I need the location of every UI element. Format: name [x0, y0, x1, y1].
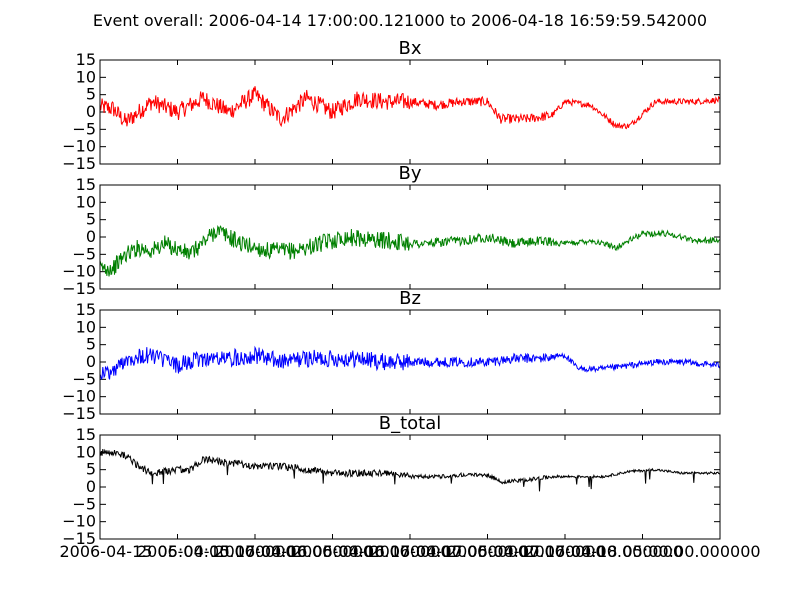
y-tick-label: 15: [76, 175, 96, 194]
y-tick-label: −5: [72, 244, 96, 263]
panel-frame: [99, 184, 721, 290]
series-line-By: [99, 225, 721, 277]
y-tick-label: −15: [62, 529, 96, 548]
series-line-B_total: [99, 448, 721, 492]
y-tick-label: −5: [72, 119, 96, 138]
y-tick-label: 5: [86, 460, 96, 479]
panel-frame: [99, 59, 721, 165]
x-tick-label: 2006-04-16 05:00:00.000000: [214, 542, 450, 561]
panel-title: B_total: [379, 413, 442, 434]
y-tick-label: −10: [62, 137, 96, 156]
figure-suptitle: Event overall: 2006-04-14 17:00:00.12100…: [93, 11, 707, 30]
panel-frame: [99, 309, 721, 415]
series-line-Bz: [99, 345, 721, 381]
x-tick-label: 2006-04-16 17:00:00.000000: [292, 542, 528, 561]
x-tick-label: 2006-04-15 17:00:00.000000: [137, 542, 373, 561]
y-tick-label: 5: [86, 335, 96, 354]
y-tick-label: 10: [76, 442, 96, 461]
y-tick-label: −15: [62, 279, 96, 298]
panel-frame: [99, 434, 721, 540]
y-tick-label: −10: [62, 262, 96, 281]
y-tick-label: 0: [86, 477, 96, 496]
y-tick-label: 5: [86, 85, 96, 104]
y-tick-label: −10: [62, 387, 96, 406]
y-tick-label: −15: [62, 154, 96, 173]
y-tick-label: 15: [76, 50, 96, 69]
series-line-Bx: [99, 86, 721, 130]
y-tick-label: 15: [76, 425, 96, 444]
y-tick-label: −5: [72, 369, 96, 388]
x-tick-label: 2006-04-17 17:00:00.000000: [447, 542, 683, 561]
y-tick-label: 0: [86, 102, 96, 121]
x-tick-label: 2006-04-15 05:00:00.000000: [59, 542, 295, 561]
x-tick-label: 2006-04-18 05:00:00.000000: [524, 542, 760, 561]
y-tick-label: 15: [76, 300, 96, 319]
y-tick-label: 10: [76, 192, 96, 211]
x-tick-label: 2006-04-17 05:00:00.000000: [369, 542, 605, 561]
y-tick-label: 10: [76, 317, 96, 336]
y-tick-label: −5: [72, 494, 96, 513]
y-tick-label: 0: [86, 227, 96, 246]
y-tick-label: −15: [62, 404, 96, 423]
y-tick-label: 5: [86, 210, 96, 229]
panel-title: Bz: [399, 288, 421, 309]
panel-title: Bx: [398, 38, 421, 59]
y-tick-label: 10: [76, 67, 96, 86]
panel-title: By: [398, 163, 421, 184]
y-tick-label: −10: [62, 512, 96, 531]
y-tick-label: 0: [86, 352, 96, 371]
